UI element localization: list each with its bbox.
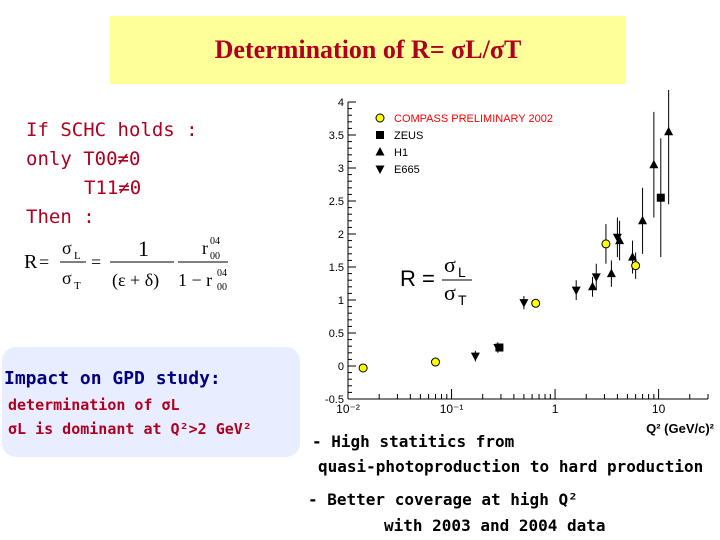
legend-label: E665 [394,164,420,176]
formula-r00: r [202,238,208,258]
data-point [601,239,611,249]
y-tick-label: 3.5 [329,130,344,142]
y-tick-label: 3 [338,163,344,175]
data-point [656,193,665,202]
formula-eq-1: = [39,252,49,272]
data-point [470,352,480,362]
y-tick-label: 1.5 [329,262,344,274]
data-point [430,357,440,367]
impact-line-1: determination of σL [8,396,180,414]
schc-line-3: T11≠0 [84,177,142,199]
title-sigma-l: σL/ [451,35,490,64]
data-point [358,363,368,373]
legend-marker [375,147,385,156]
ratio-formula: R = σ L σ T = 1 (ε + δ) r 04 00 1 − r 04… [24,236,228,293]
formula-sup-1: 04 [210,236,220,247]
impact-title: Impact on GPD study: [4,368,221,389]
formula-sub-2: 00 [217,282,227,293]
data-point [493,344,503,353]
annotation-sigma-num: σ [444,252,456,277]
y-tick-label: 0 [338,361,344,373]
x-tick-label: 10⁻¹ [440,402,464,416]
legend-label: ZEUS [394,130,423,142]
annotation-t: T [458,292,467,308]
formula-eq-2: = [91,252,101,272]
schc-line-2: only T00≠0 [26,148,141,170]
x-tick-label: 1 [552,402,559,416]
schc-line-1: If SCHC holds : [26,119,198,141]
x-tick-label: 10 [652,402,666,416]
data-point [531,298,541,308]
data-point [571,286,581,296]
y-tick-label: 4 [338,97,344,109]
x-tick-label: 10⁻² [336,402,360,416]
data-point [638,215,648,225]
y-tick-label: 1 [338,295,344,307]
y-tick-label: -0.5 [325,394,344,406]
data-point [628,252,638,261]
y-tick-label: 0.5 [329,328,344,340]
formula-l-sub: L [74,250,81,262]
title-sigma-t: σT [489,35,522,64]
data-point [591,273,601,282]
data-point [664,126,674,136]
data-point [519,299,529,308]
formula-sigma-num: σ [62,238,72,258]
y-tick-label: 2.5 [329,196,344,208]
bullet-1-line-2: quasi-photoproduction to hard production [318,457,704,476]
r-vs-q2-chart: -0.5 0 0.5 1 1.5 2 2.5 3 3.5 4 10⁻² 10⁻¹ 1 10 Q² (GeV/… [325,90,715,436]
legend-marker [375,165,385,174]
annotation-l: L [458,264,466,280]
title-box: Determination of R= σL/σT [110,16,626,84]
formula-denominator: (ε + δ) [112,270,159,291]
formula-sub-1: 00 [210,251,220,262]
bullet-2-line-2: with 2003 and 2004 data [384,516,606,535]
data-point [606,268,616,278]
schc-line-4: Then : [26,206,95,228]
data-point [612,233,622,243]
page-title: Determination of R= σL/σT [215,35,522,65]
legend-label: COMPASS PRELIMINARY 2002 [394,113,553,125]
data-point [649,159,659,169]
formula-t-sub: T [74,280,81,292]
bullet-1-line-1: - High statitics from [312,432,515,451]
legend-label: H1 [394,147,408,159]
x-axis-label: Q² (GeV/c)² [646,421,715,436]
legend-marker [375,113,385,123]
title-main-text: Determination of R= [214,35,452,64]
y-tick-label: 2 [338,229,344,241]
schc-block: If SCHC holds : only T00≠0 T11≠0 Then : [26,116,198,232]
data-point [631,261,641,271]
formula-sigma-den: σ [62,268,72,288]
bullet-2-line-1: - Better coverage at high Q² [308,490,578,509]
legend-marker [376,131,384,139]
impact-box [2,347,300,457]
annotation-r: R = [400,266,435,291]
formula-sup-2: 04 [217,268,227,279]
annotation-sigma-den: σ [444,280,456,305]
impact-line-2: σL is dominant at Q²>2 GeV² [8,420,252,438]
data-point [588,281,598,291]
formula-one: 1 [138,236,149,261]
formula-one-minus: 1 − r [178,270,212,290]
formula-r: R [24,251,38,273]
